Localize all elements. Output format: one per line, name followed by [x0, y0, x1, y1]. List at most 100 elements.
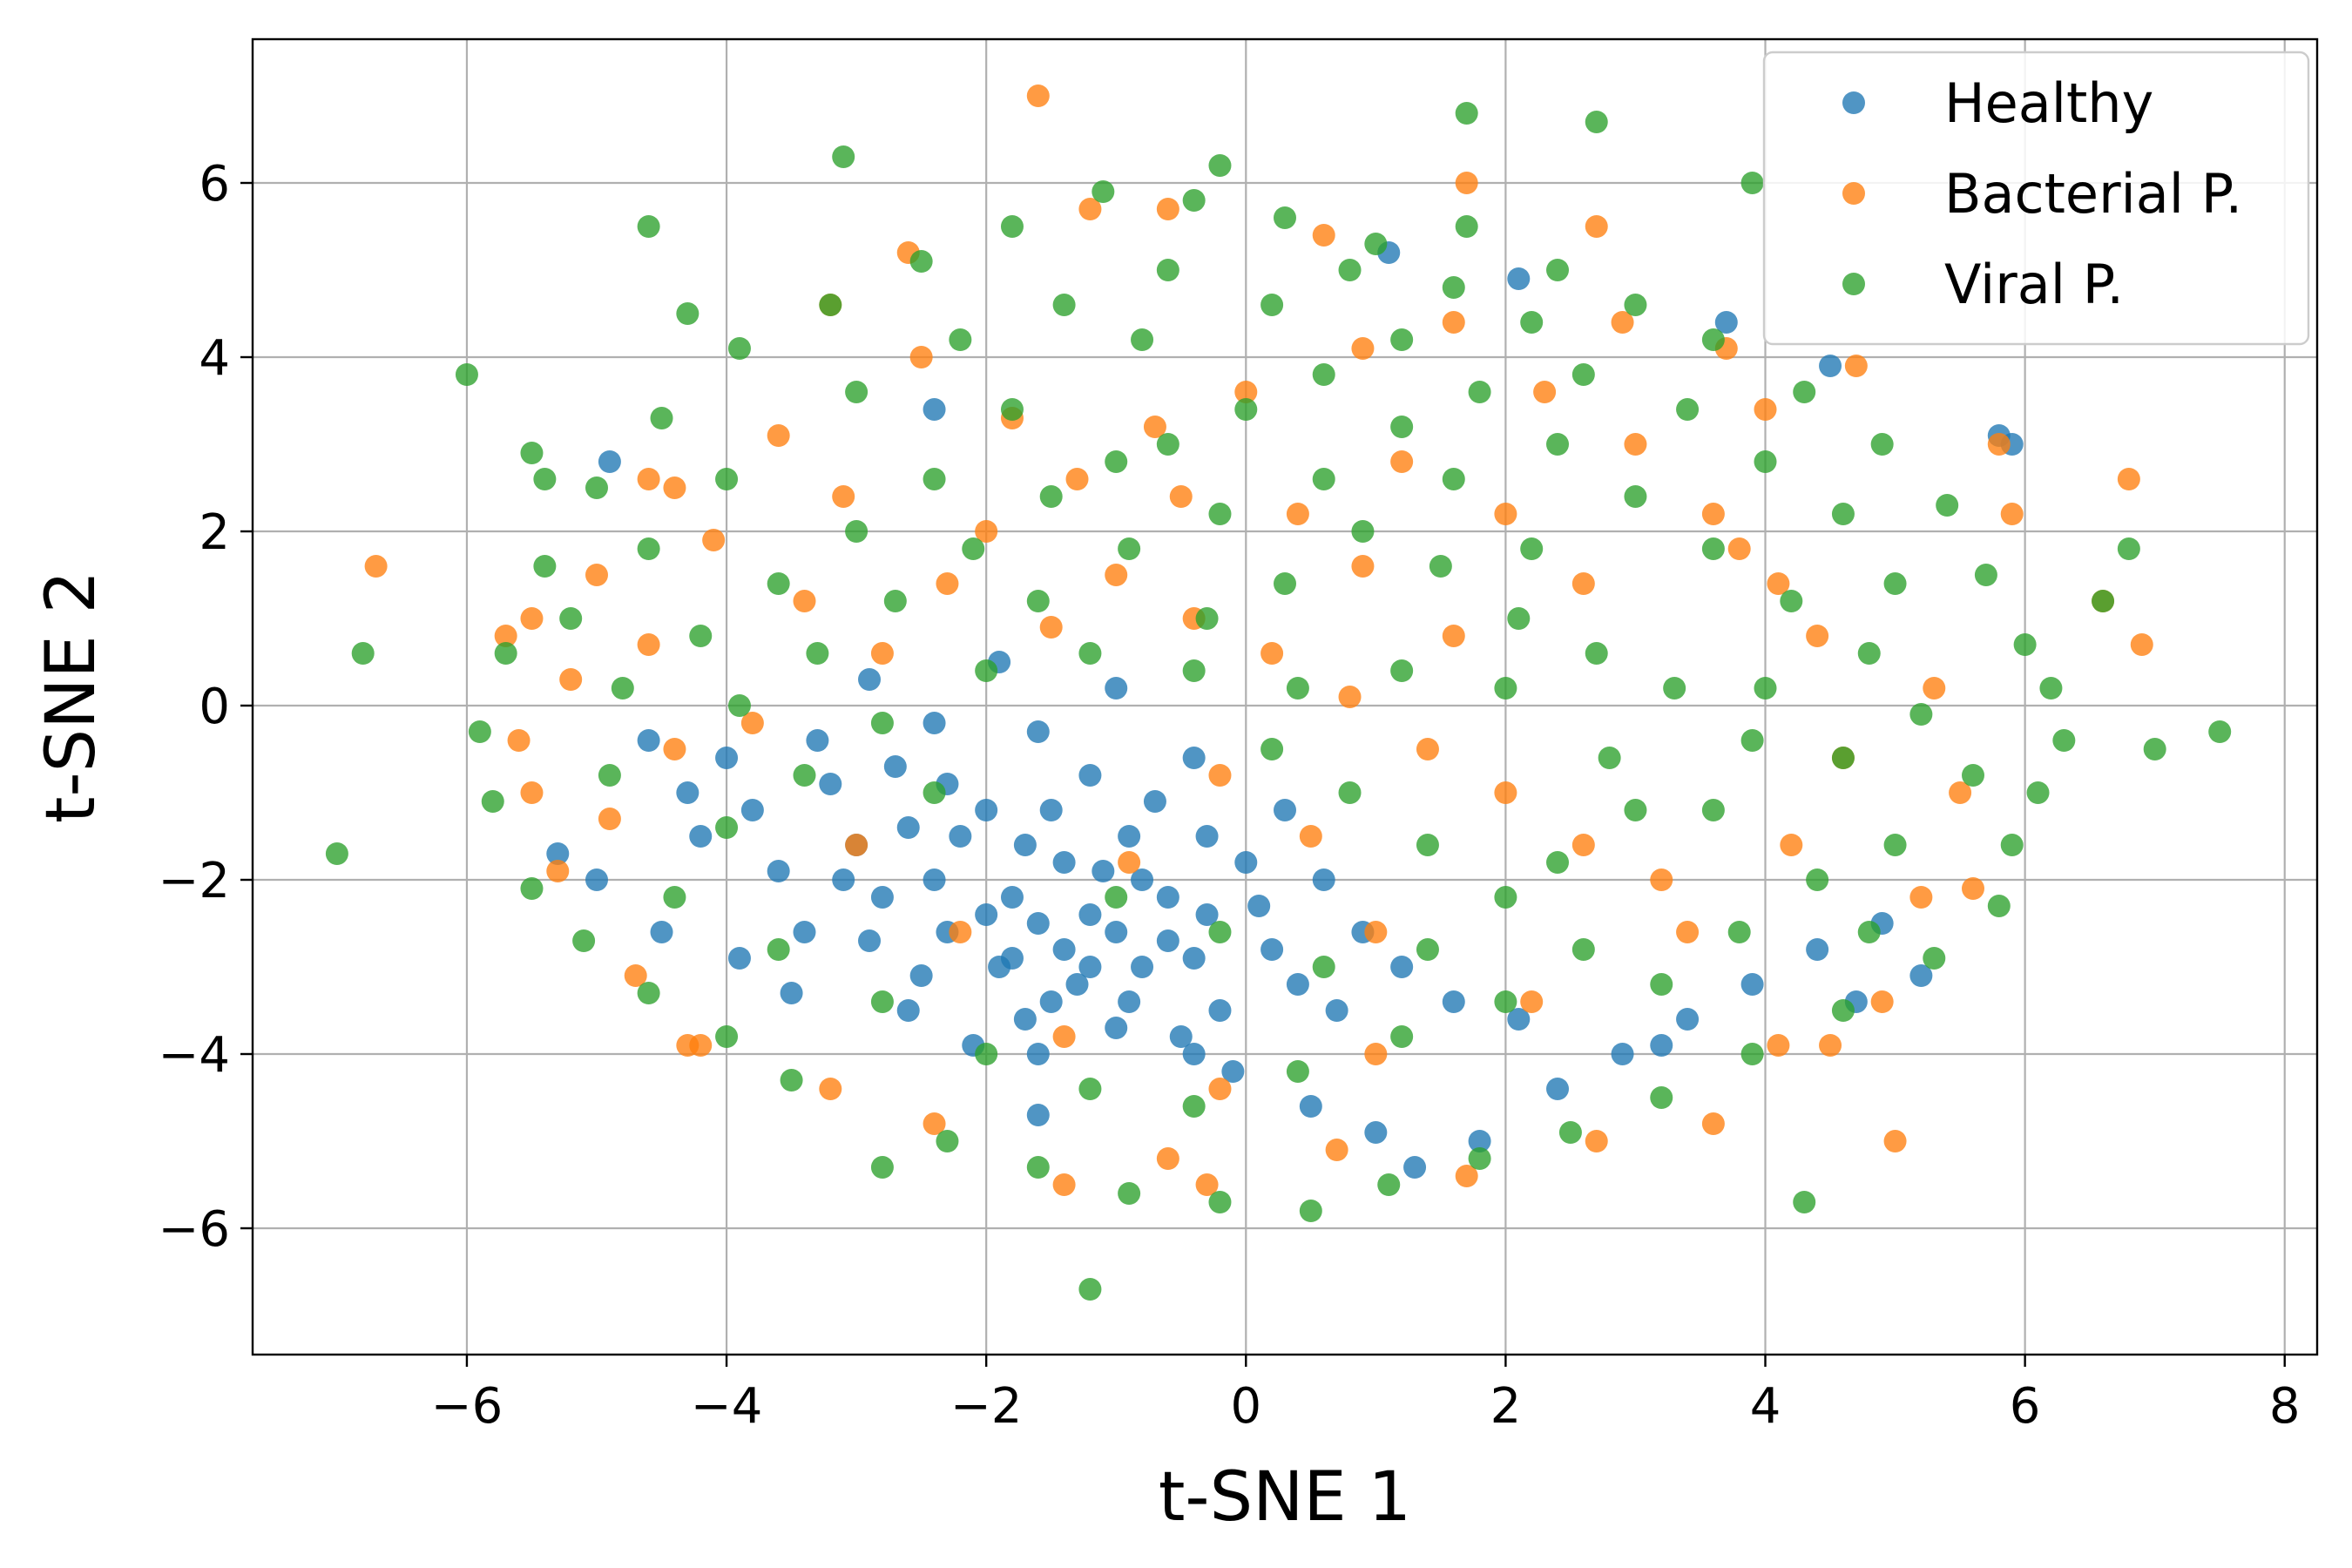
scatter-point — [1078, 1078, 1102, 1100]
scatter-point — [975, 520, 998, 543]
scatter-point — [883, 755, 907, 778]
scatter-point — [1351, 555, 1375, 578]
scatter-point — [780, 1069, 803, 1092]
scatter-point — [1118, 990, 1141, 1013]
scatter-point — [870, 642, 894, 665]
scatter-point — [767, 860, 790, 882]
scatter-point — [1274, 572, 1296, 595]
scatter-point — [364, 555, 388, 578]
scatter-point — [2117, 537, 2140, 560]
scatter-point — [1585, 111, 1608, 133]
scatter-point — [520, 607, 544, 630]
y-tick-label: −2 — [158, 853, 230, 909]
scatter-point — [1208, 921, 1232, 943]
scatter-point — [1650, 1034, 1673, 1057]
scatter-point — [1078, 903, 1102, 926]
scatter-point — [1468, 1130, 1491, 1152]
scatter-point — [909, 964, 933, 987]
scatter-point — [1611, 311, 1634, 334]
scatter-point — [1156, 433, 1179, 456]
scatter-point — [2000, 503, 2024, 525]
scatter-point — [1039, 485, 1063, 508]
scatter-point — [1026, 1043, 1050, 1065]
scatter-point — [1390, 328, 1414, 351]
scatter-point — [975, 799, 998, 821]
scatter-point — [2039, 677, 2063, 700]
scatter-point — [1182, 189, 1206, 212]
scatter-point — [1013, 834, 1037, 856]
scatter-point — [858, 668, 882, 691]
scatter-point — [1793, 381, 1816, 403]
scatter-point — [975, 903, 998, 926]
scatter-point — [1286, 973, 1309, 996]
scatter-point — [1208, 154, 1232, 177]
scatter-point — [793, 764, 816, 787]
scatter-point — [1143, 416, 1166, 438]
y-tick-label: 6 — [199, 156, 230, 213]
scatter-point — [858, 929, 882, 952]
scatter-point — [598, 450, 621, 473]
scatter-point — [1455, 1165, 1478, 1187]
scatter-point — [1494, 990, 1517, 1013]
scatter-point — [1390, 1025, 1414, 1048]
scatter-point — [1039, 616, 1063, 639]
scatter-point — [1260, 642, 1284, 665]
legend-label: Healthy — [1944, 71, 2153, 135]
scatter-point — [637, 982, 660, 1004]
scatter-point — [1000, 947, 1024, 970]
scatter-point — [1701, 1112, 1725, 1135]
scatter-point — [702, 529, 726, 551]
scatter-point — [1105, 564, 1128, 586]
scatter-point — [1624, 799, 1647, 821]
scatter-point — [559, 668, 583, 691]
y-axis-label: t-SNE 2 — [32, 571, 111, 823]
scatter-point — [520, 781, 544, 804]
scatter-point — [1364, 1043, 1388, 1065]
scatter-point — [1740, 172, 1764, 194]
scatter-point — [1312, 956, 1335, 978]
legend-marker — [1842, 91, 1865, 114]
scatter-point — [1105, 921, 1128, 943]
scatter-point — [1182, 1095, 1206, 1118]
scatter-point — [1221, 1060, 1245, 1083]
scatter-point — [780, 982, 803, 1004]
scatter-point — [1780, 590, 1803, 612]
x-tick-label: 4 — [1750, 1378, 1781, 1435]
scatter-point — [1156, 259, 1179, 281]
scatter-point — [533, 555, 557, 578]
scatter-point — [1182, 1043, 1206, 1065]
scatter-point — [1299, 1200, 1322, 1222]
scatter-point — [455, 363, 478, 386]
scatter-point — [1026, 84, 1050, 107]
scatter-point — [1131, 956, 1154, 978]
scatter-point — [1286, 677, 1309, 700]
scatter-point — [1403, 1156, 1427, 1179]
scatter-point — [1156, 929, 1179, 952]
scatter-point — [624, 964, 647, 987]
scatter-point — [598, 808, 621, 830]
scatter-point — [1780, 834, 1803, 856]
scatter-point — [1767, 572, 1790, 595]
scatter-point — [2092, 590, 2115, 612]
scatter-point — [1676, 1008, 1700, 1031]
scatter-point — [923, 868, 946, 891]
scatter-point — [1377, 1173, 1401, 1196]
scatter-point — [793, 921, 816, 943]
legend-marker — [1842, 273, 1865, 295]
scatter-point — [1883, 572, 1907, 595]
scatter-point — [896, 816, 920, 839]
scatter-point — [1571, 938, 1595, 961]
scatter-point — [1455, 215, 1478, 238]
scatter-point — [585, 868, 608, 891]
scatter-point — [2117, 468, 2140, 490]
scatter-point — [1507, 607, 1531, 630]
scatter-point — [1585, 1130, 1608, 1152]
scatter-point — [1650, 1086, 1673, 1109]
scatter-point — [806, 729, 829, 752]
scatter-point — [572, 929, 596, 952]
scatter-point — [1455, 172, 1478, 194]
scatter-point — [1364, 233, 1388, 255]
scatter-point — [1013, 1008, 1037, 1031]
scatter-point — [1909, 886, 1933, 909]
